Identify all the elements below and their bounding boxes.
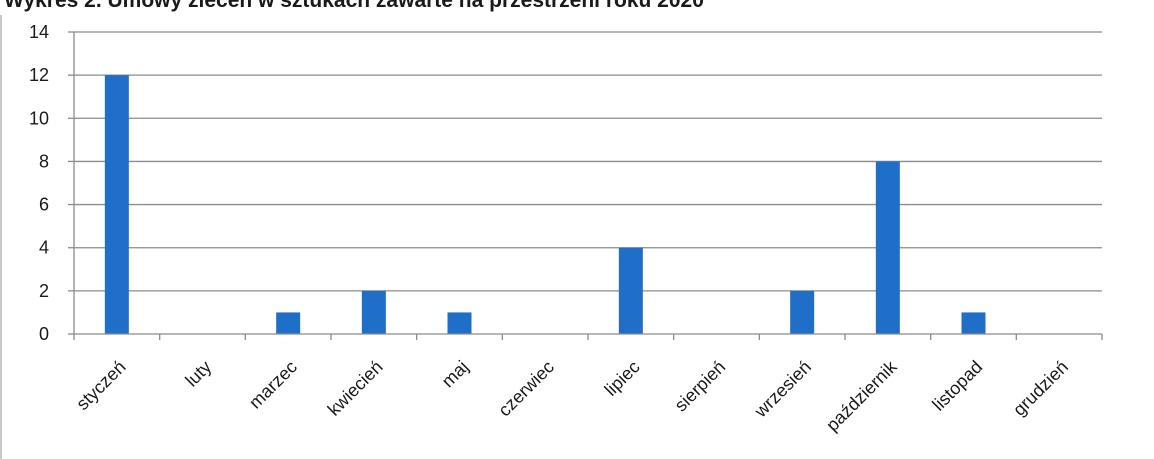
x-category-label: sierpień	[671, 357, 730, 416]
x-category-label: maj	[438, 357, 473, 392]
x-category-label: listopad	[928, 357, 986, 415]
bar	[276, 312, 301, 334]
y-tick-label: 0	[39, 324, 49, 344]
bar	[361, 290, 386, 334]
bar	[961, 312, 986, 334]
bar	[447, 312, 472, 334]
x-category-label: marzec	[245, 357, 301, 413]
y-tick-label: 14	[29, 22, 49, 42]
bars	[104, 75, 986, 335]
y-tick-label: 8	[39, 151, 49, 171]
x-category-label: kwiecień	[324, 357, 387, 420]
x-category-label: wrzesień	[750, 357, 815, 422]
axes	[73, 32, 1103, 340]
frame-border	[0, 15, 2, 459]
y-tick-label: 12	[29, 65, 49, 85]
bar	[790, 290, 815, 334]
chart-title: Wykres 2. Umowy zleceń w sztukach zawart…	[4, 0, 704, 12]
y-tick-label: 4	[39, 238, 49, 258]
x-category-label: luty	[181, 357, 215, 391]
y-tick-label: 6	[39, 195, 49, 215]
bar	[104, 75, 129, 335]
x-category-label: styczeń	[72, 357, 129, 414]
y-tick-label: 2	[39, 281, 49, 301]
y-tick-label: 10	[29, 108, 49, 128]
x-category-label: lipiec	[601, 357, 644, 400]
gridlines	[74, 31, 1102, 292]
x-axis-labels: styczeń luty marzec kwiecień maj czerwiec lipi…	[72, 356, 1072, 435]
x-category-label: październik	[822, 356, 901, 435]
x-category-label: grudzień	[1009, 357, 1072, 420]
x-category-label: czerwiec	[494, 357, 558, 421]
bar	[618, 247, 643, 334]
y-axis-ticks: 0 2 4 6 8 10 12 14	[29, 22, 74, 344]
bar	[875, 161, 900, 334]
